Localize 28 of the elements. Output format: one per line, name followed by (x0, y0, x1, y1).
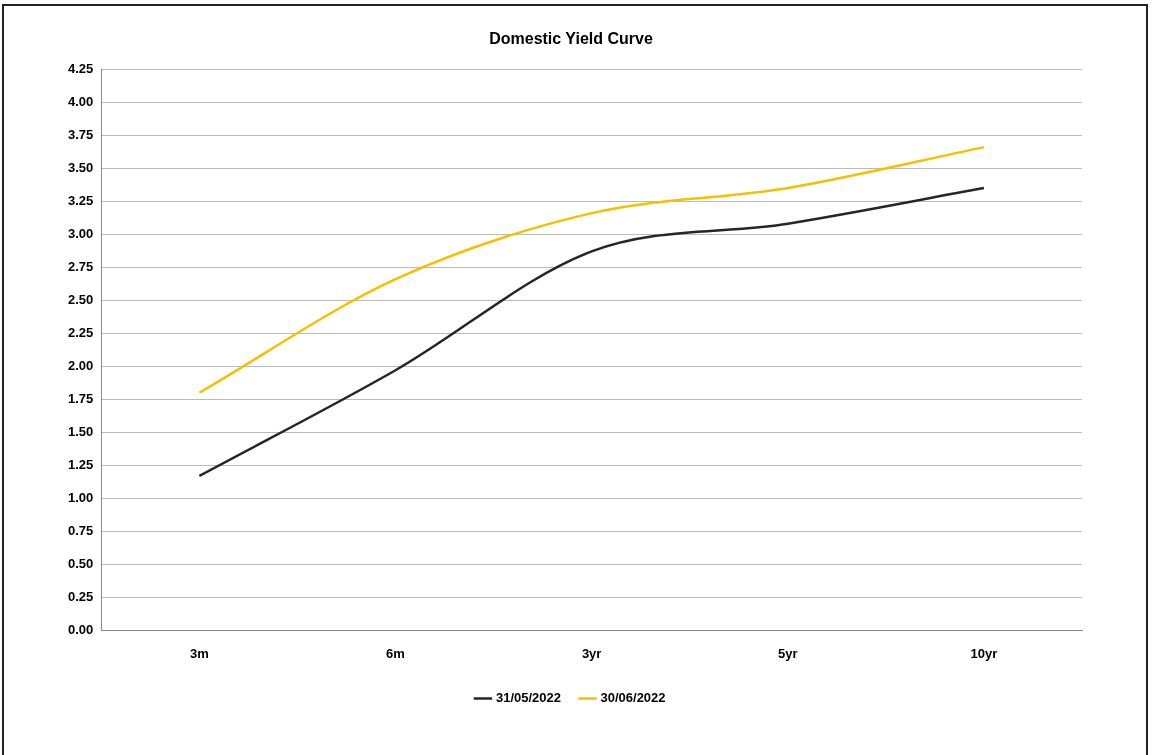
y-tick-label: 3.75 (67, 126, 94, 142)
y-tick-label: 4.00 (67, 93, 94, 109)
chart-title: Domestic Yield Curve (489, 30, 653, 48)
y-tick-label: 0.25 (67, 588, 94, 604)
y-tick-label: 2.75 (67, 258, 94, 274)
y-tick-label: 1.25 (67, 456, 94, 472)
legend-label: 30/06/2022 (600, 690, 666, 706)
x-tick-label: 6m (386, 645, 405, 661)
y-tick-label: 3.50 (67, 159, 94, 175)
y-tick-label: 1.00 (67, 489, 94, 505)
x-tick-label: 10yr (970, 645, 998, 661)
y-tick-label: 0.50 (67, 555, 94, 571)
y-tick-label: 2.50 (67, 291, 94, 307)
y-tick-label: 4.25 (67, 60, 94, 76)
y-tick-label: 2.25 (67, 324, 94, 340)
legend-label: 31/05/2022 (495, 690, 562, 706)
y-tick-label: 3.25 (67, 192, 94, 208)
line-series (198, 186, 986, 478)
x-tick-label: 3m (189, 645, 209, 661)
y-tick-label: 0.00 (67, 621, 94, 637)
x-tick-label: 5yr (778, 645, 798, 661)
x-tick-label: 3yr (581, 645, 602, 661)
y-tick-label: 3.00 (67, 225, 94, 241)
y-tick-label: 1.50 (67, 423, 94, 439)
y-tick-label: 2.00 (67, 357, 94, 373)
y-tick-label: 1.75 (67, 390, 94, 406)
line-series (198, 145, 986, 394)
y-tick-label: 0.75 (67, 522, 94, 538)
